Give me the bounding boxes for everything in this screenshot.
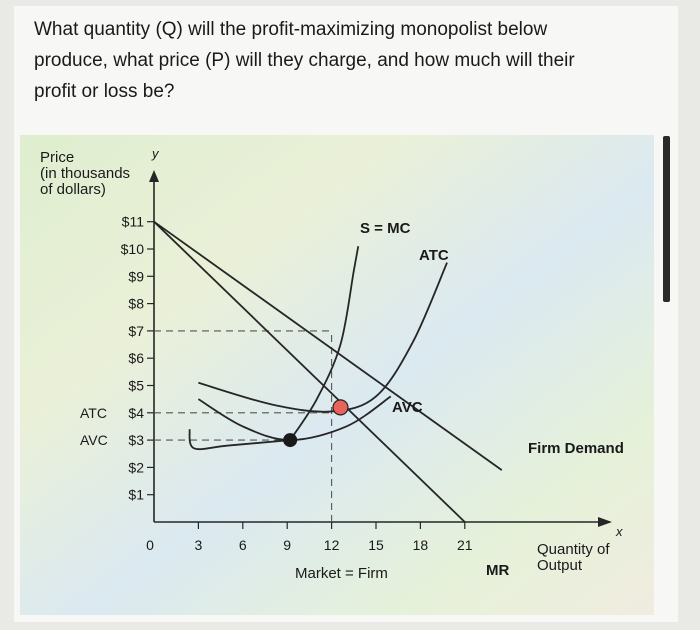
y-tick-label: $2 — [128, 459, 144, 475]
y-tick-label: $11 — [122, 214, 145, 230]
x-axis-letter: x — [615, 524, 623, 539]
question-line: What quantity (Q) will the profit-maximi… — [34, 19, 548, 40]
mr-curve — [153, 221, 466, 523]
question-text: What quantity (Q) will the profit-maximi… — [34, 14, 644, 107]
x-axis-title: Quantity of — [537, 541, 610, 558]
market-firm-caption: Market = Firm — [295, 565, 388, 582]
x-tick-label: 9 — [283, 537, 291, 553]
y-tick-label: $5 — [128, 378, 144, 394]
firm-demand-curve — [153, 220, 503, 471]
x-axis-title: Output — [537, 557, 583, 574]
y-axis-arrow — [149, 170, 159, 182]
y-tick-label: $4 — [128, 405, 144, 421]
y-tick-prefix: AVC — [80, 432, 108, 448]
y-axis-letter: y — [151, 146, 160, 161]
x-tick-label: 15 — [368, 537, 384, 553]
mr-label: MR — [486, 562, 509, 579]
atc-curve — [198, 262, 448, 413]
plot-background — [20, 135, 654, 615]
question-line: produce, what price (P) will they charge… — [34, 50, 575, 71]
x-tick-label: 0 — [146, 537, 154, 553]
question-line: profit or loss be? — [34, 81, 175, 102]
demand-label: Firm Demand — [528, 440, 624, 457]
avc-lower-curve — [188, 428, 291, 451]
x-tick-label: 18 — [413, 537, 429, 553]
x-tick-label: 3 — [195, 537, 203, 553]
y-tick-label: $10 — [121, 241, 145, 257]
x-tick-label: 12 — [324, 537, 340, 553]
x-tick-label: 21 — [457, 537, 473, 553]
mc-intersection-point — [332, 399, 349, 416]
y-axis-title: (in thousands — [40, 165, 130, 182]
x-axis-arrow — [598, 517, 612, 527]
y-axis-title: Price — [40, 149, 74, 166]
mc-label: S = MC — [360, 220, 411, 237]
avc-minimum-point — [283, 433, 298, 448]
y-tick-label: $6 — [128, 350, 144, 366]
y-tick-label: $3 — [128, 432, 144, 448]
y-tick-label: $7 — [128, 323, 144, 339]
y-tick-label: $1 — [128, 487, 144, 503]
avc-label: AVC — [392, 399, 423, 416]
s-mc-curve — [289, 246, 360, 441]
y-tick-label: $8 — [128, 296, 144, 312]
y-axis-title: of dollars) — [40, 181, 106, 198]
scrollbar-thumb[interactable] — [663, 136, 670, 302]
atc-label: ATC — [419, 247, 449, 264]
x-tick-label: 6 — [239, 537, 247, 553]
y-tick-prefix: ATC — [80, 405, 107, 421]
y-tick-label: $9 — [128, 268, 144, 284]
